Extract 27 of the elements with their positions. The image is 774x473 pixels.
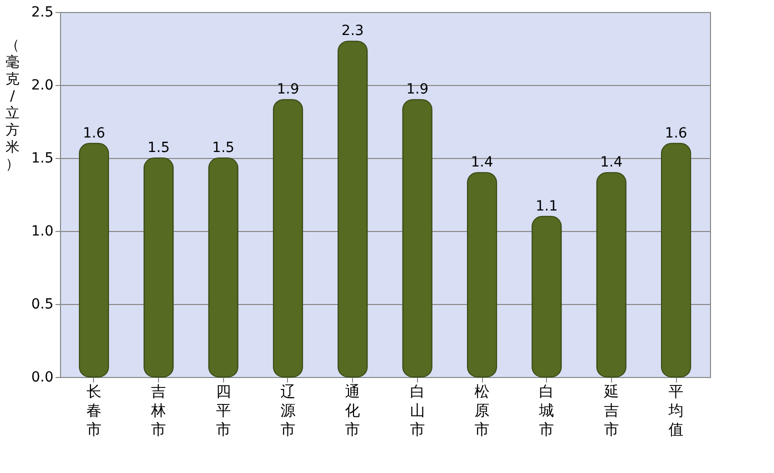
data-label: 1.9 [406,82,428,98]
y-axis-title: （毫克/立方米） [6,38,20,172]
x-tick-label: 四平市 [216,382,231,438]
data-label: 1.5 [212,140,234,156]
x-tick-label: 通化市 [345,382,360,438]
x-tick-label: 延吉市 [602,382,619,438]
y-tick-label: 0.0 [31,370,54,386]
data-label: 1.6 [664,125,688,142]
y-tick-label: 1.0 [31,224,54,240]
x-tick-label: 白城市 [538,382,554,438]
y-tick-label: 2.5 [31,4,54,20]
x-tick-label: 吉林市 [150,382,166,438]
x-tick-label: 辽源市 [280,382,296,438]
y-tick-label: 0.5 [31,296,54,312]
data-label: 1.6 [82,125,106,142]
data-label: 2.3 [342,23,364,40]
data-label: 1.9 [276,82,300,98]
data-label: 1.5 [148,140,170,156]
data-label: 1.4 [470,154,494,171]
y-tick-label: 1.5 [31,150,54,166]
data-label: 1.4 [600,154,623,171]
y-tick-label: 2.0 [31,78,54,94]
data-label: 1.1 [536,198,558,214]
x-tick-label: 白山市 [410,382,425,438]
x-tick-label: 平均值 [668,382,684,438]
x-tick-label: 松原市 [474,382,490,438]
x-tick-label: 长春市 [86,382,102,438]
